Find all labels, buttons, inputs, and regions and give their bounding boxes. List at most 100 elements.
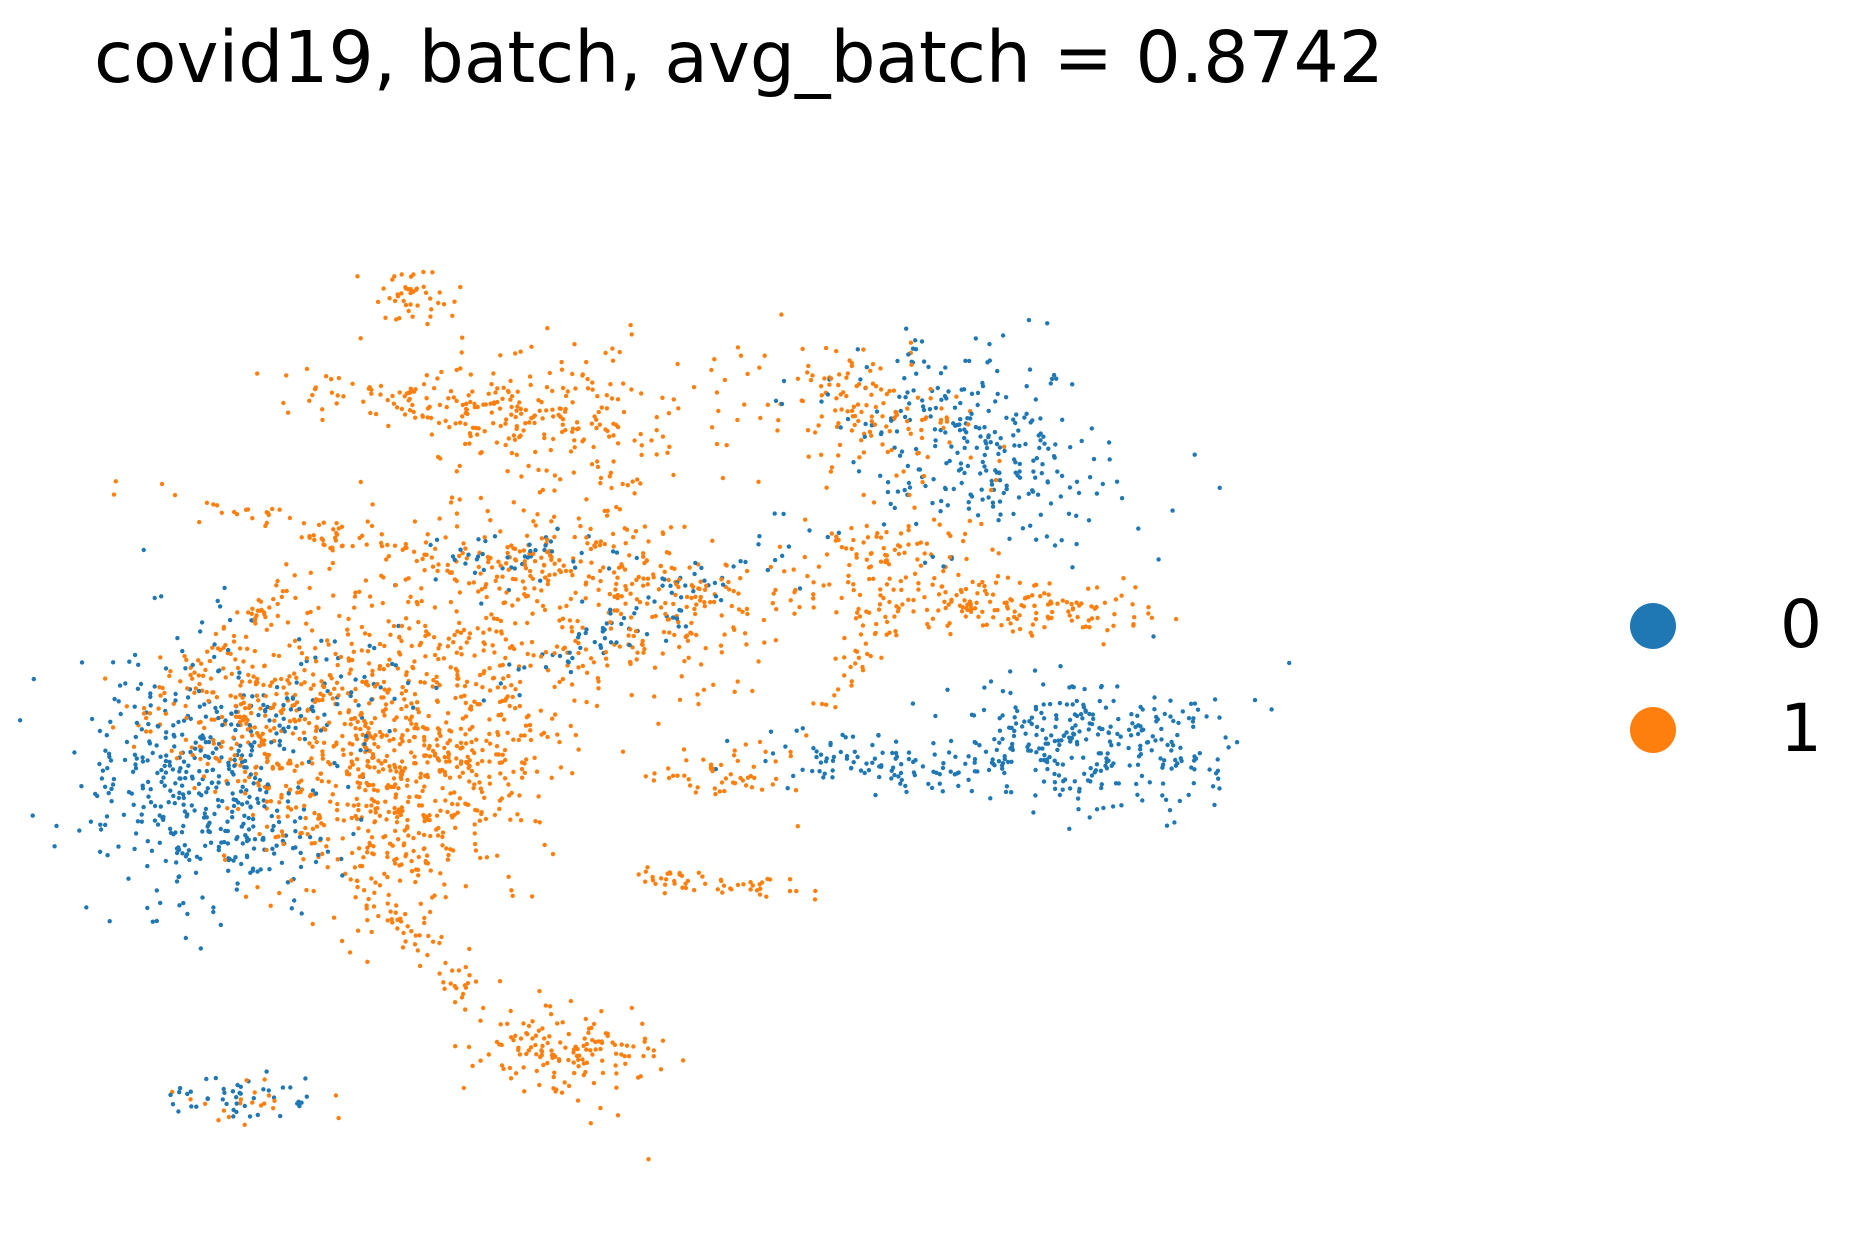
data-point-batch-1 [192, 690, 197, 695]
data-point-batch-0 [148, 703, 153, 708]
data-point-batch-1 [228, 651, 233, 656]
data-point-batch-0 [193, 746, 198, 751]
data-point-batch-0 [225, 828, 230, 834]
data-point-batch-1 [261, 682, 266, 688]
data-point-batch-0 [975, 390, 981, 396]
data-point-batch-1 [305, 832, 310, 837]
data-point-batch-0 [986, 495, 991, 500]
data-point-batch-0 [141, 804, 146, 810]
data-point-batch-1 [369, 876, 374, 881]
data-point-batch-1 [988, 487, 994, 493]
data-point-batch-1 [390, 277, 395, 282]
data-point-batch-0 [1165, 742, 1170, 748]
data-point-batch-1 [624, 527, 630, 532]
data-point-batch-1 [544, 468, 549, 473]
data-point-batch-1 [369, 929, 374, 935]
data-point-batch-1 [465, 754, 470, 759]
data-point-batch-1 [868, 368, 873, 373]
data-point-batch-0 [252, 775, 258, 781]
data-point-batch-1 [999, 623, 1004, 628]
data-point-batch-1 [552, 473, 558, 478]
data-point-batch-1 [629, 692, 634, 698]
data-point-batch-1 [310, 921, 315, 927]
data-point-batch-0 [226, 766, 232, 772]
data-point-batch-1 [523, 594, 529, 599]
data-point-batch-0 [1139, 728, 1144, 733]
data-point-batch-1 [490, 643, 495, 648]
data-point-batch-1 [594, 425, 599, 431]
data-point-batch-1 [412, 519, 418, 524]
data-point-batch-0 [181, 823, 186, 829]
data-point-batch-0 [157, 813, 162, 818]
data-point-batch-0 [1089, 426, 1095, 431]
data-point-batch-1 [424, 396, 429, 401]
data-point-batch-1 [392, 274, 397, 279]
data-point-batch-1 [468, 704, 474, 709]
data-point-batch-0 [1106, 440, 1112, 445]
data-point-batch-0 [133, 762, 138, 767]
data-point-batch-1 [406, 390, 411, 396]
data-point-batch-1 [394, 405, 400, 410]
data-point-batch-1 [575, 618, 580, 624]
data-point-batch-0 [198, 748, 203, 753]
data-point-batch-0 [171, 723, 176, 728]
data-point-batch-0 [1074, 541, 1079, 547]
data-point-batch-0 [1058, 494, 1064, 499]
data-point-batch-0 [880, 750, 885, 755]
data-point-batch-0 [158, 754, 163, 759]
data-point-batch-0 [781, 511, 786, 517]
data-point-batch-1 [477, 702, 482, 707]
data-point-batch-1 [597, 568, 603, 574]
data-point-batch-0 [1223, 735, 1228, 740]
data-point-batch-1 [623, 601, 628, 606]
data-point-batch-0 [1013, 420, 1018, 426]
data-point-batch-1 [735, 758, 740, 764]
data-point-batch-0 [293, 725, 298, 731]
data-point-batch-1 [463, 421, 468, 427]
data-point-batch-1 [403, 939, 408, 944]
data-point-batch-0 [1038, 512, 1044, 517]
data-point-batch-1 [478, 855, 483, 861]
data-point-batch-0 [216, 844, 222, 850]
data-point-batch-1 [472, 699, 477, 704]
data-point-batch-0 [1046, 446, 1051, 451]
data-point-batch-1 [346, 710, 351, 715]
data-point-batch-0 [1086, 727, 1092, 732]
data-point-batch-0 [213, 705, 218, 711]
data-point-batch-0 [989, 482, 995, 487]
data-point-batch-1 [552, 1070, 557, 1075]
data-point-batch-1 [874, 534, 879, 539]
data-point-batch-0 [219, 755, 224, 760]
data-point-batch-1 [487, 688, 493, 693]
data-point-batch-1 [417, 933, 422, 938]
data-point-batch-0 [231, 858, 236, 863]
data-point-batch-1 [428, 314, 433, 319]
data-point-batch-0 [265, 704, 270, 710]
data-point-batch-1 [728, 772, 733, 777]
data-point-batch-1 [443, 960, 448, 966]
data-point-batch-1 [687, 565, 692, 570]
data-point-batch-1 [458, 284, 463, 290]
data-point-batch-1 [252, 648, 258, 654]
data-point-batch-1 [506, 567, 511, 572]
data-point-batch-1 [992, 608, 997, 613]
data-point-batch-1 [421, 846, 426, 852]
data-point-batch-1 [413, 415, 418, 420]
data-point-batch-0 [885, 489, 891, 495]
data-point-batch-0 [1012, 443, 1017, 448]
data-point-batch-0 [1025, 744, 1030, 750]
data-point-batch-0 [1078, 712, 1084, 717]
data-point-batch-1 [293, 595, 298, 601]
data-point-batch-1 [436, 300, 441, 306]
data-point-batch-1 [169, 748, 174, 753]
data-point-batch-0 [362, 674, 367, 680]
data-point-batch-1 [1060, 598, 1066, 603]
data-point-batch-1 [365, 783, 371, 788]
data-point-batch-1 [412, 942, 418, 947]
data-point-batch-0 [968, 492, 973, 497]
data-point-batch-0 [362, 741, 367, 747]
data-point-batch-1 [460, 550, 465, 556]
data-point-batch-1 [881, 401, 886, 406]
data-point-batch-0 [231, 797, 236, 802]
data-point-batch-1 [434, 813, 440, 818]
